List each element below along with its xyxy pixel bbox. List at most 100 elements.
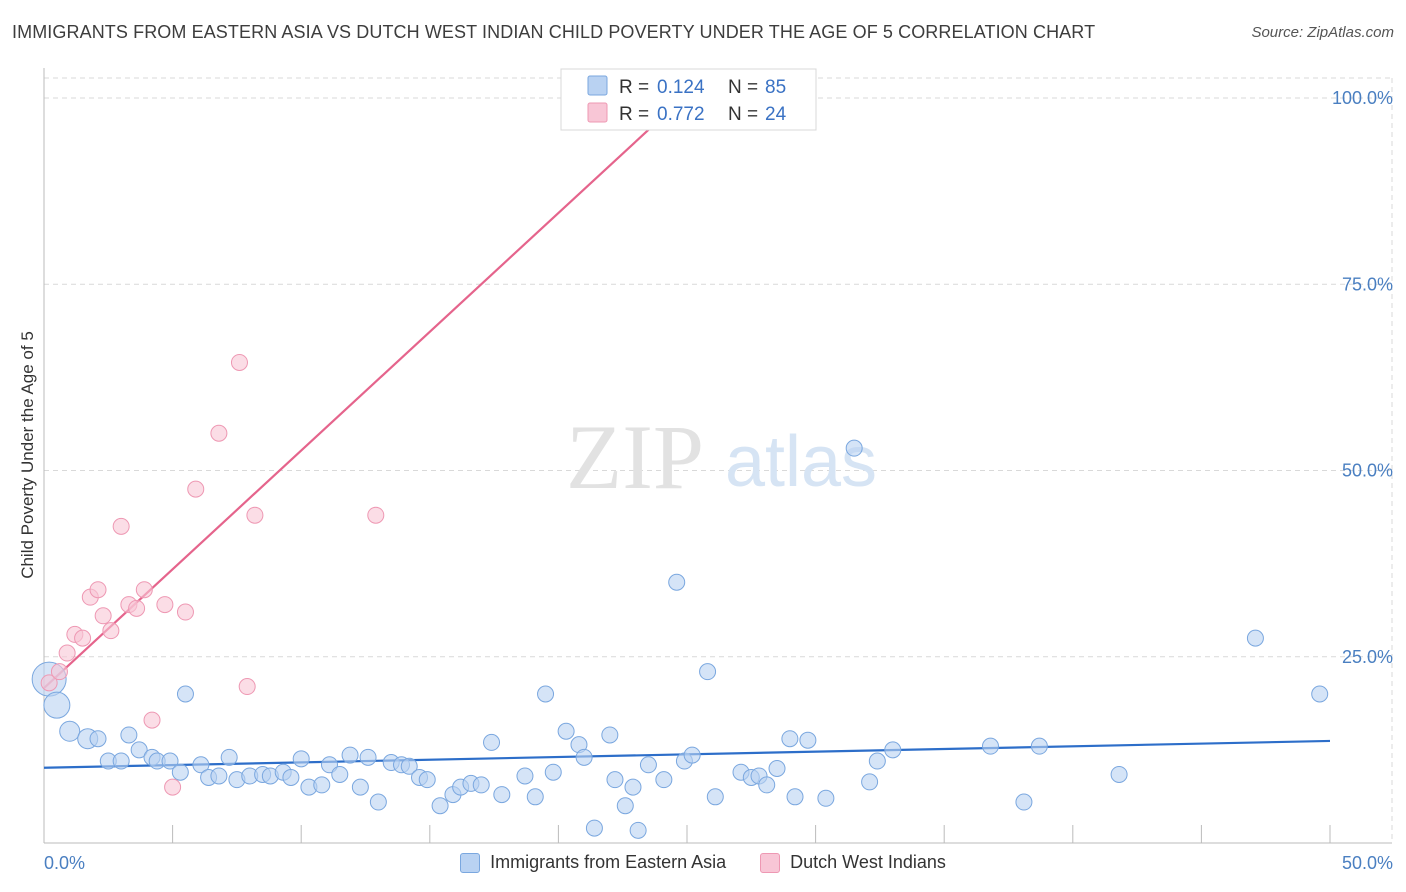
- data-point-eastern-asia[interactable]: [369, 793, 387, 811]
- data-point-dutch-west-indians[interactable]: [246, 506, 264, 524]
- data-point-eastern-asia[interactable]: [817, 789, 835, 807]
- data-point-eastern-asia[interactable]: [884, 741, 902, 759]
- data-point-eastern-asia[interactable]: [331, 765, 349, 783]
- source-credit: Source: ZipAtlas.com: [1251, 24, 1394, 41]
- watermark-zip: ZIP: [566, 406, 704, 508]
- data-point-eastern-asia[interactable]: [768, 760, 786, 777]
- data-point-eastern-asia[interactable]: [683, 746, 701, 764]
- data-point-eastern-asia[interactable]: [292, 750, 310, 768]
- data-point-eastern-asia[interactable]: [616, 797, 634, 815]
- data-point-dutch-west-indians[interactable]: [135, 581, 153, 599]
- data-point-eastern-asia[interactable]: [706, 788, 724, 806]
- data-point-eastern-asia[interactable]: [400, 757, 418, 775]
- data-point-dutch-west-indians[interactable]: [112, 517, 130, 535]
- data-point-dutch-west-indians[interactable]: [74, 629, 92, 647]
- data-point-eastern-asia[interactable]: [120, 726, 138, 744]
- data-point-eastern-asia[interactable]: [639, 756, 657, 774]
- tick-labels: 25.0% 50.0% 75.0% 100.0% 0.0% 50.0%: [44, 88, 1393, 873]
- data-point-eastern-asia[interactable]: [624, 778, 642, 796]
- data-point-eastern-asia[interactable]: [220, 748, 238, 766]
- data-point-eastern-asia[interactable]: [43, 691, 71, 719]
- data-point-eastern-asia[interactable]: [845, 439, 863, 457]
- data-point-eastern-asia[interactable]: [112, 752, 130, 770]
- data-point-eastern-asia[interactable]: [130, 741, 148, 759]
- data-point-dutch-west-indians[interactable]: [102, 622, 120, 640]
- data-point-eastern-asia[interactable]: [210, 767, 228, 785]
- data-point-dutch-west-indians[interactable]: [50, 663, 68, 681]
- data-point-dutch-west-indians[interactable]: [164, 778, 182, 796]
- data-point-eastern-asia[interactable]: [585, 819, 603, 837]
- data-point-eastern-asia[interactable]: [1030, 737, 1048, 755]
- watermark-atlas: atlas: [725, 422, 877, 502]
- data-point-dutch-west-indians[interactable]: [367, 506, 385, 524]
- data-point-eastern-asia[interactable]: [59, 720, 81, 742]
- data-point-eastern-asia[interactable]: [431, 797, 449, 815]
- data-point-eastern-asia[interactable]: [516, 767, 534, 785]
- y-tick-label: 100.0%: [1332, 88, 1393, 108]
- data-point-eastern-asia[interactable]: [1311, 685, 1329, 703]
- data-point-eastern-asia[interactable]: [1015, 793, 1033, 811]
- data-point-eastern-asia[interactable]: [192, 756, 210, 774]
- stats-box: R = 0.124 N = 85 R = 0.772 N = 24: [560, 68, 817, 131]
- stats-n-label: N =: [728, 104, 758, 125]
- data-point-eastern-asia[interactable]: [868, 752, 886, 770]
- data-point-dutch-west-indians[interactable]: [58, 644, 76, 662]
- data-point-eastern-asia[interactable]: [575, 748, 593, 766]
- legend-item-dutch-west-indians[interactable]: Dutch West Indians: [760, 852, 946, 873]
- data-point-dutch-west-indians[interactable]: [40, 674, 58, 692]
- data-point-eastern-asia[interactable]: [418, 771, 436, 789]
- data-point-dutch-west-indians[interactable]: [230, 353, 248, 371]
- data-point-eastern-asia[interactable]: [161, 752, 179, 770]
- data-point-eastern-asia[interactable]: [668, 573, 686, 591]
- gridlines: [44, 77, 1393, 843]
- data-point-eastern-asia[interactable]: [1246, 629, 1264, 647]
- data-point-dutch-west-indians[interactable]: [128, 599, 146, 617]
- data-point-eastern-asia[interactable]: [629, 821, 647, 839]
- stats-n-value: 85: [765, 77, 786, 98]
- data-point-eastern-asia[interactable]: [799, 731, 817, 749]
- data-point-eastern-asia[interactable]: [526, 788, 544, 806]
- data-point-dutch-west-indians[interactable]: [94, 607, 112, 625]
- data-point-eastern-asia[interactable]: [537, 685, 555, 703]
- data-point-eastern-asia[interactable]: [781, 730, 799, 748]
- data-point-eastern-asia[interactable]: [89, 730, 107, 748]
- data-point-eastern-asia[interactable]: [601, 726, 619, 744]
- data-point-dutch-west-indians[interactable]: [176, 603, 194, 621]
- data-point-eastern-asia[interactable]: [606, 771, 624, 789]
- stats-swatch-pink: [587, 102, 608, 123]
- legend-swatch-pink: [760, 852, 781, 873]
- data-point-eastern-asia[interactable]: [313, 776, 331, 794]
- legend-label: Immigrants from Eastern Asia: [490, 852, 727, 872]
- data-point-dutch-west-indians[interactable]: [143, 711, 161, 729]
- data-point-eastern-asia[interactable]: [171, 763, 189, 781]
- data-point-eastern-asia[interactable]: [359, 748, 377, 766]
- data-point-eastern-asia[interactable]: [655, 771, 673, 789]
- data-point-eastern-asia[interactable]: [282, 768, 300, 786]
- data-point-eastern-asia[interactable]: [544, 763, 562, 781]
- y-tick-label: 50.0%: [1342, 461, 1393, 481]
- legend-swatch-blue: [460, 852, 481, 873]
- data-point-eastern-asia[interactable]: [483, 733, 501, 751]
- data-point-eastern-asia[interactable]: [861, 773, 879, 791]
- data-point-eastern-asia[interactable]: [758, 776, 776, 794]
- legend-item-eastern-asia[interactable]: Immigrants from Eastern Asia: [460, 852, 726, 873]
- legend: Immigrants from Eastern Asia Dutch West …: [0, 852, 1406, 873]
- data-point-eastern-asia[interactable]: [981, 737, 999, 755]
- data-point-eastern-asia[interactable]: [351, 778, 369, 796]
- data-point-eastern-asia[interactable]: [176, 685, 194, 703]
- data-point-eastern-asia[interactable]: [557, 722, 575, 740]
- series-eastern-asia: [31, 439, 1329, 839]
- data-point-dutch-west-indians[interactable]: [210, 424, 228, 442]
- data-point-eastern-asia[interactable]: [493, 786, 511, 804]
- data-point-dutch-west-indians[interactable]: [238, 678, 256, 696]
- data-point-dutch-west-indians[interactable]: [187, 480, 205, 498]
- data-point-eastern-asia[interactable]: [472, 776, 490, 794]
- data-point-eastern-asia[interactable]: [341, 746, 359, 764]
- data-point-eastern-asia[interactable]: [699, 663, 717, 681]
- data-point-eastern-asia[interactable]: [1110, 765, 1128, 783]
- data-point-eastern-asia[interactable]: [786, 788, 804, 806]
- data-point-dutch-west-indians[interactable]: [89, 581, 107, 599]
- data-point-dutch-west-indians[interactable]: [156, 596, 174, 614]
- stats-n-label: N =: [728, 77, 758, 98]
- stats-n-value: 24: [765, 104, 787, 125]
